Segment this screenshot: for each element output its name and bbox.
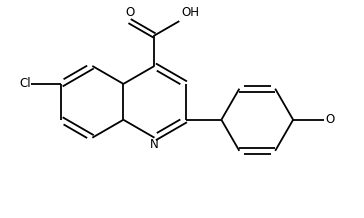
- Text: O: O: [325, 113, 335, 126]
- Text: Cl: Cl: [19, 77, 31, 90]
- Text: N: N: [150, 138, 159, 151]
- Text: OH: OH: [181, 6, 199, 19]
- Text: O: O: [125, 6, 134, 19]
